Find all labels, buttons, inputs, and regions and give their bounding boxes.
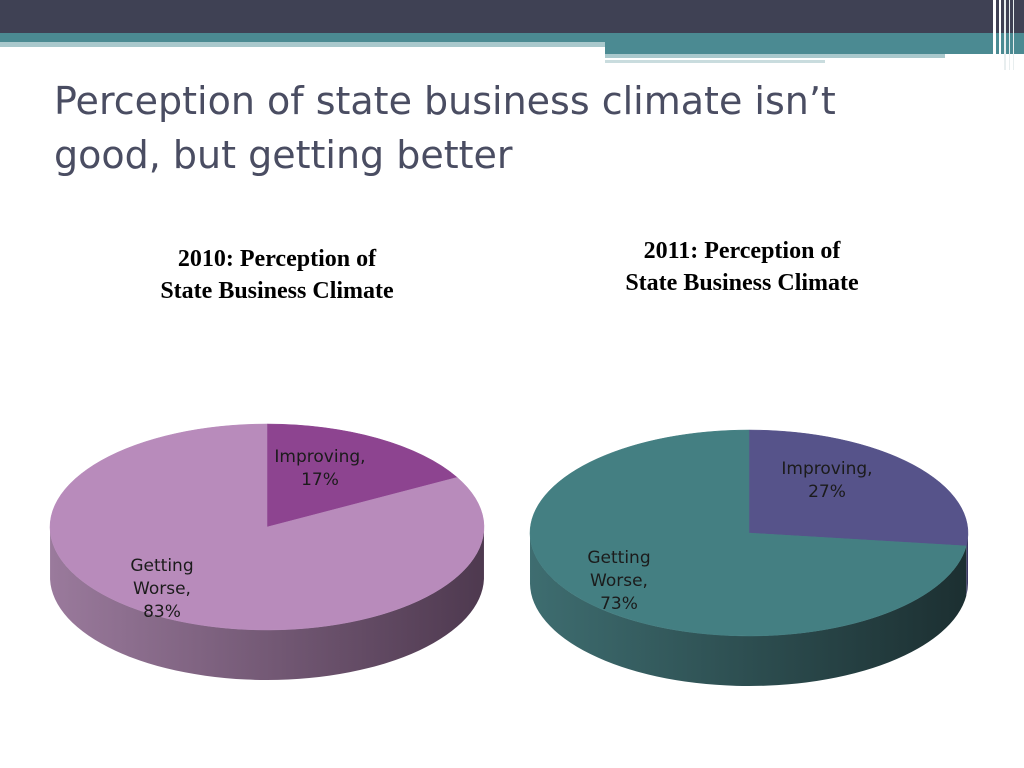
slide-title: Perception of state business climate isn… bbox=[54, 74, 954, 182]
pie-2010-improving-label: Improving, 17% bbox=[255, 446, 385, 492]
chart-title-2011: 2011: Perception of State Business Clima… bbox=[592, 235, 892, 299]
chart-title-2010: 2010: Perception of State Business Clima… bbox=[127, 243, 427, 307]
pie-2010-worse-slice bbox=[49, 423, 485, 631]
pie-2011-worse-label: Getting Worse, 73% bbox=[559, 547, 679, 616]
header-stripe-2 bbox=[999, 0, 1001, 70]
chart-title-2010-line-2: State Business Climate bbox=[160, 278, 394, 304]
header-thin-bar-right bbox=[605, 60, 825, 63]
pie-2011 bbox=[529, 429, 969, 686]
chart-title-2011-line-1: 2011: Perception of bbox=[643, 238, 841, 264]
pie-2011-worse-slice bbox=[529, 429, 967, 637]
pie-2011-improving-label-name: Improving, bbox=[781, 459, 873, 479]
pie-2011-worse-side bbox=[530, 533, 967, 686]
header-light-bar-left bbox=[0, 42, 605, 47]
pie-2010-worse-side bbox=[50, 528, 484, 680]
pie-2010 bbox=[49, 423, 485, 680]
header-stripe-1 bbox=[993, 0, 996, 70]
header-light-bar-right bbox=[605, 54, 945, 58]
header-stripe-5 bbox=[1013, 0, 1014, 70]
chart-title-2010-line-1: 2010: Perception of bbox=[177, 246, 377, 272]
pie-2011-improving-side bbox=[966, 533, 968, 596]
pie-2011-improving-label: Improving, 27% bbox=[762, 458, 892, 504]
pie-2010-improving-slice bbox=[266, 423, 458, 528]
header-stripe-3 bbox=[1004, 0, 1006, 70]
pie-2011-improving-label-percent: 27% bbox=[808, 482, 846, 502]
chart-title-2011-line-2: State Business Climate bbox=[625, 270, 859, 296]
pie-2011-worse-label-line-1: Getting bbox=[587, 548, 651, 568]
pie-2011-worse-label-line-2: Worse, bbox=[590, 571, 648, 591]
pie-2010-worse-label-line-2: Worse, bbox=[133, 579, 191, 599]
header-dark-bar bbox=[0, 0, 1024, 33]
pie-2010-worse-label-percent: 83% bbox=[143, 602, 181, 622]
pie-2010-improving-label-percent: 17% bbox=[301, 470, 339, 490]
pie-2011-worse-label-percent: 73% bbox=[600, 594, 638, 614]
slide-title-line-2: good, but getting better bbox=[54, 133, 513, 177]
slide-title-line-1: Perception of state business climate isn… bbox=[54, 79, 836, 123]
header-teal-bar-right bbox=[605, 42, 1024, 54]
pie-2010-worse-label-line-1: Getting bbox=[130, 556, 194, 576]
header-teal-bar bbox=[0, 33, 1024, 42]
pie-2010-worse-label: Getting Worse, 83% bbox=[102, 555, 222, 624]
pie-2011-improving-slice bbox=[748, 429, 969, 547]
pie-2010-improving-label-name: Improving, bbox=[274, 447, 366, 467]
header-band bbox=[0, 0, 1024, 70]
header-stripe-4 bbox=[1009, 0, 1010, 70]
